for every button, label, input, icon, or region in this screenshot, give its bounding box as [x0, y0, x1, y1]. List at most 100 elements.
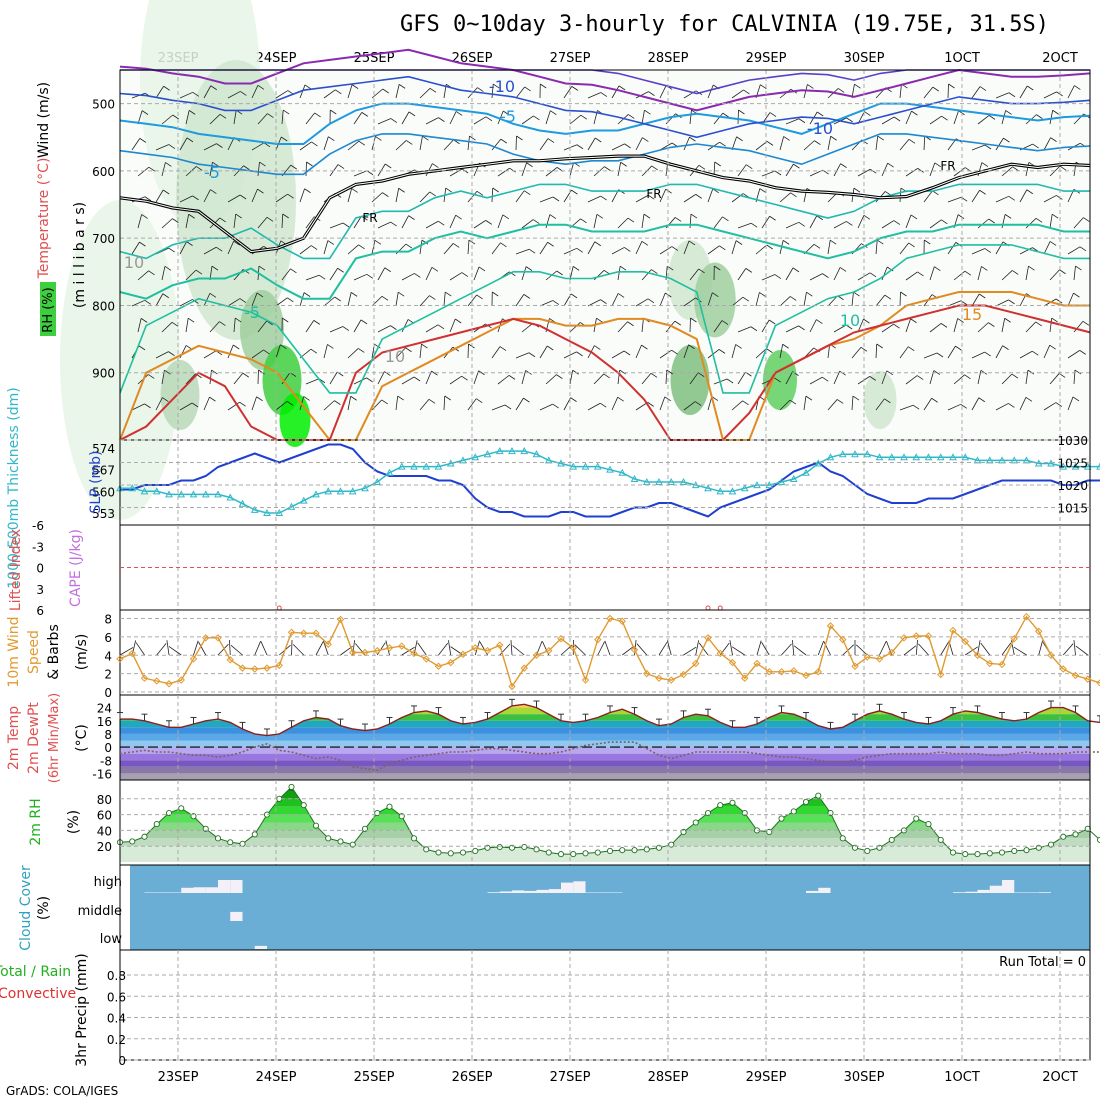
- wind-barb-flag: [845, 324, 853, 330]
- wind-speed-marker: [937, 670, 945, 679]
- wind-barb-flag: [1011, 373, 1019, 379]
- wind-barb-flag: [350, 292, 358, 297]
- wind-barb: [587, 92, 602, 99]
- rh-shade-region: [694, 262, 736, 338]
- wind-barb: [515, 248, 530, 255]
- wind-barb-flag: [428, 398, 436, 404]
- wind-barb: [737, 268, 747, 281]
- wind-barb: [419, 399, 430, 411]
- rh-marker: [337, 838, 344, 845]
- wind-barb-flag: [233, 344, 240, 350]
- wind-barb: [1025, 217, 1037, 229]
- thickness-marker: [814, 459, 823, 467]
- surface-wind-barb: [193, 640, 199, 656]
- rh-tick: 20: [97, 840, 112, 854]
- thickness-marker: [348, 487, 357, 495]
- wind-barb-flag: [594, 345, 601, 350]
- wind-barb: [377, 163, 386, 177]
- wind-barb: [347, 396, 352, 411]
- wind-speed-marker: [716, 649, 724, 658]
- wind-barb-flag: [798, 325, 805, 331]
- wind-tick: 2: [104, 668, 112, 682]
- wind-barb-flag: [258, 369, 265, 375]
- wind-barb: [443, 395, 446, 411]
- wind-barb: [971, 144, 986, 151]
- wind-barb-flag: [721, 320, 729, 325]
- wind-barb-flag: [524, 86, 531, 92]
- wind-barb: [395, 84, 400, 99]
- wind-barb: [1049, 269, 1060, 281]
- wind-barb: [779, 296, 791, 307]
- date-label-bottom: 2OCT: [1042, 1070, 1078, 1085]
- wind-barb: [377, 371, 385, 385]
- label-temp-2: 2m DewPt: [26, 702, 42, 774]
- wind-barb-flag: [366, 170, 374, 176]
- wind-barb-flag: [884, 294, 892, 300]
- date-label-top: 29SEP: [746, 51, 787, 66]
- li-tick: 3: [36, 583, 44, 597]
- cloud-high-bar: [1014, 892, 1027, 893]
- wind-barb-flag: [714, 161, 721, 167]
- wind-barb: [299, 84, 306, 99]
- surface-wind-barb: [761, 641, 770, 656]
- wind-barb: [569, 162, 575, 177]
- wind-barb: [347, 140, 360, 151]
- wind-barb: [881, 163, 889, 177]
- wind-barb: [155, 86, 164, 99]
- wind-barb-flag: [360, 319, 368, 325]
- wind-barb-flag: [525, 266, 533, 271]
- contour-label: FR: [362, 211, 377, 225]
- wind-barb-flag: [1072, 396, 1080, 402]
- wind-barb-flag: [138, 345, 146, 351]
- wind-barb-flag: [979, 86, 987, 91]
- slp-panel: [116, 443, 1100, 518]
- wind-barb-flag: [148, 374, 155, 379]
- wind-barb-flag: [690, 213, 698, 219]
- wind-barb-flag: [1055, 402, 1063, 407]
- wind-barb: [731, 89, 744, 99]
- wind-barb-flag: [191, 402, 199, 408]
- wind-barb: [401, 376, 415, 385]
- wind-barb-flag: [342, 222, 350, 228]
- wind-speed-marker: [422, 655, 430, 663]
- date-label-bottom: 28SEP: [648, 1070, 689, 1085]
- wind-barb: [155, 189, 164, 203]
- wind-barb: [713, 161, 716, 177]
- precip-tick: 0.2: [107, 1033, 126, 1047]
- wind-barb-flag: [738, 109, 745, 115]
- temp-tick: -8: [100, 754, 112, 768]
- thickness-marker: [324, 487, 333, 495]
- thickness-marker: [152, 487, 161, 495]
- wind-barb: [347, 348, 359, 359]
- rh-marker: [496, 843, 503, 851]
- wind-barb-flag: [617, 293, 625, 298]
- rh-shade-region: [863, 371, 897, 429]
- wind-barb-flag: [793, 163, 800, 169]
- wind-barb: [227, 91, 241, 99]
- wind-barb-flag: [492, 83, 500, 89]
- wind-barb-flag: [211, 369, 218, 375]
- upper-y-tick: 800: [92, 299, 115, 313]
- wind-barb-flag: [476, 294, 483, 300]
- rh-marker: [998, 849, 1006, 856]
- wind-barb: [251, 292, 258, 307]
- wind-barb: [401, 319, 409, 333]
- rh-marker: [778, 815, 785, 822]
- wind-barb: [449, 168, 463, 177]
- chart-title: GFS 0~10day 3-hourly for CALVINIA (19.75…: [400, 12, 1050, 37]
- rh-marker: [472, 847, 479, 854]
- rh-shade-region: [279, 393, 311, 447]
- wind-barb-flag: [144, 196, 152, 202]
- wind-barb: [755, 141, 768, 151]
- wind-barb-flag: [1083, 217, 1090, 222]
- wind-speed-marker: [973, 651, 982, 659]
- wind-barb: [683, 136, 690, 151]
- wind-barb: [785, 267, 794, 281]
- wind-barb-flag: [547, 138, 555, 143]
- wind-barb: [977, 218, 989, 229]
- thickness-line: [120, 450, 1100, 514]
- wind-barb: [569, 114, 582, 125]
- wind-barb: [851, 292, 854, 307]
- wind-barb: [161, 321, 173, 333]
- rh-marker: [986, 850, 993, 857]
